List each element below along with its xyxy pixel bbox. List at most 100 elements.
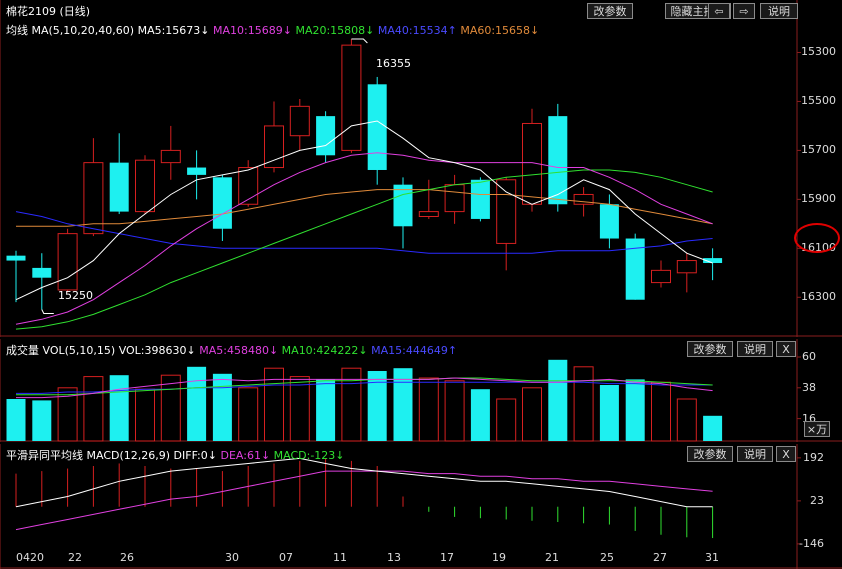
volume-close-button[interactable]: X	[776, 341, 796, 357]
volume-bar-down	[548, 359, 568, 441]
candle-body-down	[6, 255, 26, 261]
low-price-label: 15250	[58, 289, 93, 302]
volume-bar-down	[6, 399, 26, 441]
volume-panel[interactable]: 成交量 VOL(5,10,15) VOL:398630↓ MA5:458480↓…	[0, 339, 842, 442]
ma40-value: MA40:15534↑	[377, 24, 457, 37]
vol-ma10-value: MA10:424222↓	[281, 344, 368, 357]
macd-tick-label: 192	[803, 450, 824, 464]
candle-body-up	[573, 193, 594, 205]
volume-bar-up	[160, 374, 181, 442]
volume-bar-up	[676, 398, 697, 442]
candle-body-up	[135, 159, 155, 213]
volume-bar-down	[599, 385, 619, 441]
candle-body-up	[341, 44, 362, 151]
volume-bar-down	[32, 400, 52, 441]
vol-ma5-line	[16, 377, 713, 399]
candle-body-up	[496, 179, 517, 244]
volume-bar-up	[651, 381, 671, 442]
candle-body-down	[187, 167, 207, 175]
volume-bar-up	[444, 380, 465, 442]
macd-params-button[interactable]: 改参数	[687, 446, 733, 462]
ma60-line	[16, 189, 713, 227]
macd-legend: 平滑异同平均线 MACD(12,26,9) DIFF:0↓ DEA:61↓ MA…	[6, 447, 345, 463]
volume-bar-down	[470, 389, 490, 441]
candle-body-up	[264, 125, 284, 169]
macd-label: 平滑异同平均线	[6, 449, 83, 462]
candle-body-down	[599, 204, 619, 239]
ma-legend: 均线 MA(5,10,20,40,60) MA5:15673↓ MA10:156…	[6, 22, 539, 38]
candle-body-up	[83, 162, 104, 235]
volume-tick-label: 38	[802, 380, 816, 394]
volume-bar-up	[264, 367, 284, 442]
date-tick-label: 0420	[16, 551, 44, 564]
volume-tick-label: 60	[802, 350, 816, 363]
volume-bar-down	[703, 415, 723, 441]
macd-close-button[interactable]: X	[776, 446, 796, 462]
dea-line	[15, 470, 713, 531]
macd-help-button[interactable]: 说明	[737, 446, 773, 462]
ma-params: MA(5,10,20,40,60)	[31, 24, 135, 37]
candle-body-down	[212, 177, 232, 229]
candlestick-chart[interactable]	[0, 0, 842, 337]
candle-body-up	[651, 269, 671, 284]
volume-bar-down	[316, 379, 336, 441]
volume-bar-up	[57, 387, 78, 442]
macd-panel[interactable]: 平滑异同平均线 MACD(12,26,9) DIFF:0↓ DEA:61↓ MA…	[0, 444, 842, 569]
ma10-line	[15, 152, 713, 325]
diff-value: DIFF:0↓	[173, 449, 217, 462]
volume-bar-down	[367, 371, 387, 441]
date-tick-label: 11	[333, 551, 347, 564]
high-price-label: 16355	[376, 57, 411, 70]
macd-tick-label: 23	[810, 493, 824, 507]
volume-unit-label: ×万	[804, 421, 830, 437]
ma5-line	[15, 120, 713, 301]
volume-bar-down	[625, 379, 645, 441]
circled-price-highlight	[794, 223, 840, 253]
ma60-value: MA60:15658↓	[460, 24, 540, 37]
candle-body-down	[470, 179, 490, 219]
candle-body-down	[625, 238, 645, 300]
volume-help-button[interactable]: 说明	[737, 341, 773, 357]
macd-chart[interactable]	[0, 444, 842, 569]
price-tick-label: 15900	[801, 192, 836, 206]
candle-body-up	[418, 211, 439, 217]
ma10-value: MA10:15689↓	[213, 24, 292, 37]
instrument-title: 棉花2109 (日线)	[6, 5, 91, 18]
volume-bar-down	[187, 366, 207, 441]
price-tick-label: 15300	[801, 45, 836, 59]
date-tick-label: 26	[120, 551, 134, 564]
volume-chart[interactable]	[0, 339, 842, 442]
volume-bar-down	[393, 368, 413, 441]
candle-body-up	[238, 167, 259, 205]
ma20-value: MA20:15808↓	[295, 24, 375, 37]
main-chart-panel[interactable]: 棉花2109 (日线) 改参数 隐藏主指标 ⇦ ⇦ ⇨ 说明 均线 MA(5,1…	[0, 0, 842, 337]
volume-bar-up	[289, 376, 310, 442]
macd-value: MACD:-123↓	[273, 449, 345, 462]
macd-params: MACD(12,26,9)	[86, 449, 171, 462]
help-button[interactable]: 说明	[760, 3, 798, 19]
volume-bar-up	[83, 376, 104, 442]
arrow-left-icon[interactable]: ⇦	[708, 3, 730, 19]
vol-ma15-line	[16, 381, 713, 394]
date-tick-label: 31	[705, 551, 719, 564]
date-tick-label: 13	[387, 551, 401, 564]
arrow-right-icon[interactable]: ⇨	[733, 3, 755, 19]
vol-ma5-value: MA5:458480↓	[199, 344, 279, 357]
candle-body-down	[316, 116, 336, 156]
volume-params: VOL(5,10,15)	[42, 344, 116, 357]
price-tick-label: 16300	[801, 290, 836, 304]
change-params-button[interactable]: 改参数	[587, 3, 633, 19]
volume-bar-up	[238, 387, 259, 442]
volume-bar-up	[418, 377, 439, 442]
date-tick-label: 17	[440, 551, 454, 564]
date-tick-label: 21	[545, 551, 559, 564]
date-tick-label: 27	[653, 551, 667, 564]
price-tick-label: 15700	[801, 143, 836, 157]
vol-ma10-line	[16, 377, 713, 396]
volume-params-button[interactable]: 改参数	[687, 341, 733, 357]
candle-body-down	[703, 258, 723, 264]
candle-body-up	[289, 105, 310, 137]
volume-label: 成交量	[6, 344, 39, 357]
ma20-line	[15, 169, 713, 330]
volume-bar-down	[109, 375, 129, 441]
